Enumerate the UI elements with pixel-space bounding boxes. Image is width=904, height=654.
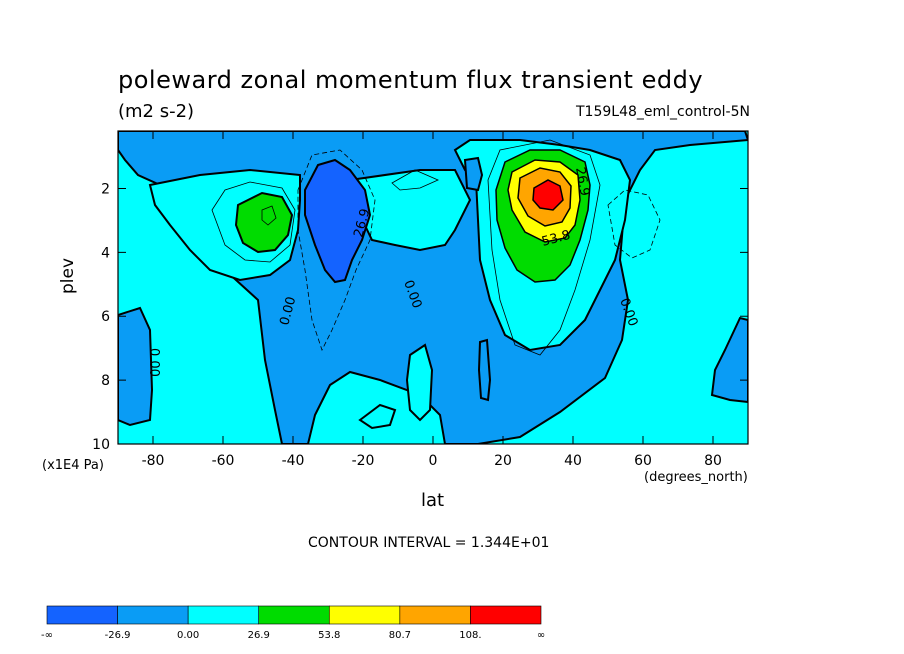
field-band-pos-sh [234, 191, 294, 254]
y-axis-units: (x1E4 Pa) [42, 458, 104, 473]
x-axis-label: lat [421, 490, 445, 511]
colorbar-swatch [46, 605, 118, 625]
field-band-neg-np [710, 316, 748, 404]
field-band-neg-strip [477, 338, 492, 402]
field-band-nh-red [532, 179, 564, 211]
colorbar-label: 108. [459, 630, 481, 641]
x-tick-label: 60 [634, 453, 652, 469]
contour-label: 53.8 [540, 228, 572, 250]
x-tick-label: -80 [142, 453, 165, 469]
contour-label: 0.00 [146, 348, 161, 377]
y-tick-label: 8 [101, 373, 110, 389]
y-tick-label: 2 [101, 181, 110, 197]
colorbar-label: 0.00 [177, 630, 199, 641]
field-band-neg-small [463, 156, 484, 192]
colorbar-label: 80.7 [389, 630, 411, 641]
colorbar-label: 26.9 [248, 630, 270, 641]
colorbar-swatch [117, 605, 189, 625]
colorbar-swatch [399, 605, 471, 625]
contour-label: 26.9 [351, 207, 373, 239]
y-axis-ticks: 2 4 6 8 10 [92, 181, 748, 453]
run-label: T159L48_eml_control-5N [576, 104, 750, 120]
y-tick-label: 6 [101, 309, 110, 325]
x-tick-label: -60 [212, 453, 235, 469]
contour-label: 0.00 [277, 295, 299, 327]
contour-line [487, 139, 601, 356]
field-band-neg-sp [118, 306, 154, 427]
field-band-cyan-island2 [358, 403, 397, 430]
y-tick-label: 10 [92, 437, 110, 453]
colorbar: -∞ -26.9 0.00 26.9 53.8 80.7 108. ∞ [41, 605, 545, 641]
x-tick-label: 80 [704, 453, 722, 469]
contour-line-dashed [607, 189, 661, 259]
x-tick-label: 40 [564, 453, 582, 469]
contour-line [261, 205, 277, 226]
colorbar-swatch [258, 605, 330, 625]
x-tick-label: -20 [352, 453, 375, 469]
contour-line-dashed [297, 149, 376, 352]
y-tick-label: 4 [101, 245, 110, 261]
x-axis-units: (degrees_north) [644, 470, 748, 485]
colorbar-label: ∞ [537, 630, 545, 641]
colorbar-label: -∞ [41, 630, 53, 641]
x-tick-label: 0 [429, 453, 438, 469]
contour-interval: CONTOUR INTERVAL = 1.344E+01 [308, 535, 550, 551]
colorbar-label: -26.9 [105, 630, 131, 641]
x-tick-label: -40 [282, 453, 305, 469]
field-band-cyan-island1 [405, 343, 434, 422]
colorbar-label: 53.8 [318, 630, 340, 641]
x-tick-label: 20 [494, 453, 512, 469]
contour-label: 26.9 [572, 166, 592, 197]
x-axis-ticks: -80 -60 -40 -20 0 20 40 60 80 [142, 131, 722, 469]
colorbar-swatch [187, 605, 260, 625]
field-band-neg-strong [304, 158, 372, 284]
colorbar-swatch [470, 605, 542, 625]
contour-line [211, 181, 296, 263]
contour-line [391, 169, 439, 191]
chart-title: poleward zonal momentum flux transient e… [118, 66, 704, 94]
chart-units: (m2 s-2) [118, 101, 195, 122]
filled-contours [118, 131, 748, 444]
field-band-cyan-mid [348, 169, 472, 252]
colorbar-swatch [328, 605, 401, 625]
